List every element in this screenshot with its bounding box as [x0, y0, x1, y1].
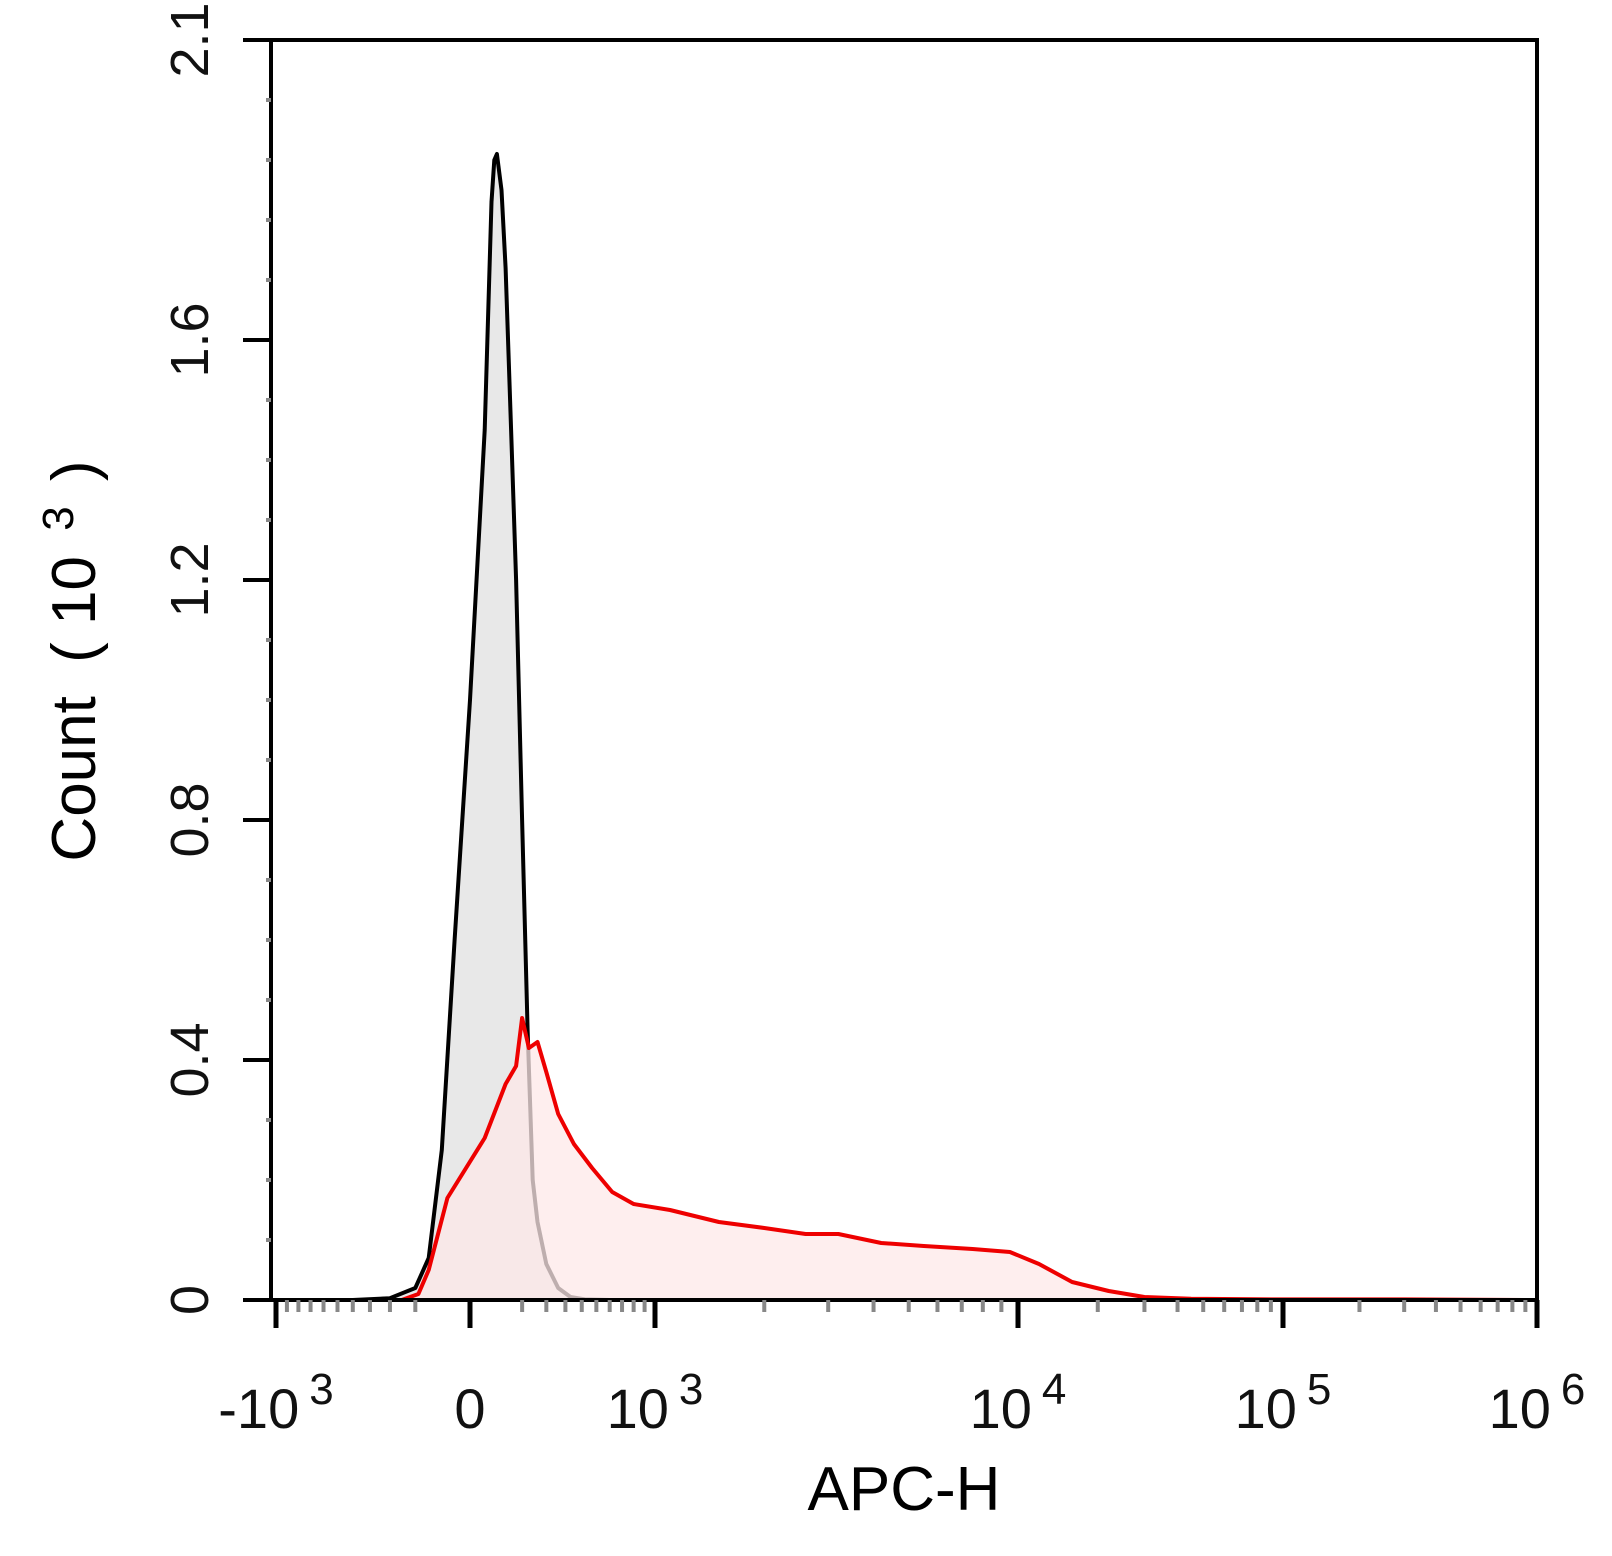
y-axis-title-paren-open: ( — [40, 642, 109, 663]
y-axis-title-paren-close: ) — [40, 460, 109, 481]
x-tick-label: -10 3 — [218, 1365, 333, 1440]
y-axis-title-exponent: 3 — [34, 506, 83, 530]
series-layer — [276, 152, 1538, 1302]
x-axis-ticks: -10 3 0 10 3 10 4 10 5 10 6 — [218, 1300, 1585, 1440]
y-tick-label: 0.8 — [160, 782, 220, 857]
y-tick-label: 2.1 — [160, 2, 220, 77]
y-tick-label: 0 — [160, 1285, 220, 1315]
svg-text:Count ( 10 3: Count ( 10 3 ) — [18, 460, 109, 861]
series-sample-fill — [276, 1018, 1537, 1300]
y-tick-label: 0.4 — [160, 1022, 220, 1097]
y-axis-ticks: 0 0.4 0.8 1.2 1.6 2.1 — [160, 2, 271, 1315]
y-axis-title: Count ( 10 3 ) — [18, 460, 109, 861]
series-sample-line — [276, 1016, 1538, 1302]
x-tick-label: 10 6 — [1489, 1365, 1586, 1440]
x-tick-label: 10 4 — [970, 1365, 1067, 1440]
y-tick-label: 1.6 — [160, 302, 220, 377]
x-tick-label: 0 — [454, 1377, 485, 1440]
y-axis-title-base: Count — [40, 696, 109, 861]
x-axis-title: APC-H — [808, 1455, 1001, 1524]
plot-frame — [269, 38, 1539, 1302]
y-axis-title-mantissa: 10 — [40, 556, 109, 625]
x-tick-label: 10 5 — [1235, 1365, 1332, 1440]
x-tick-label: 10 3 — [607, 1365, 704, 1440]
y-tick-label: 1.2 — [160, 542, 220, 617]
